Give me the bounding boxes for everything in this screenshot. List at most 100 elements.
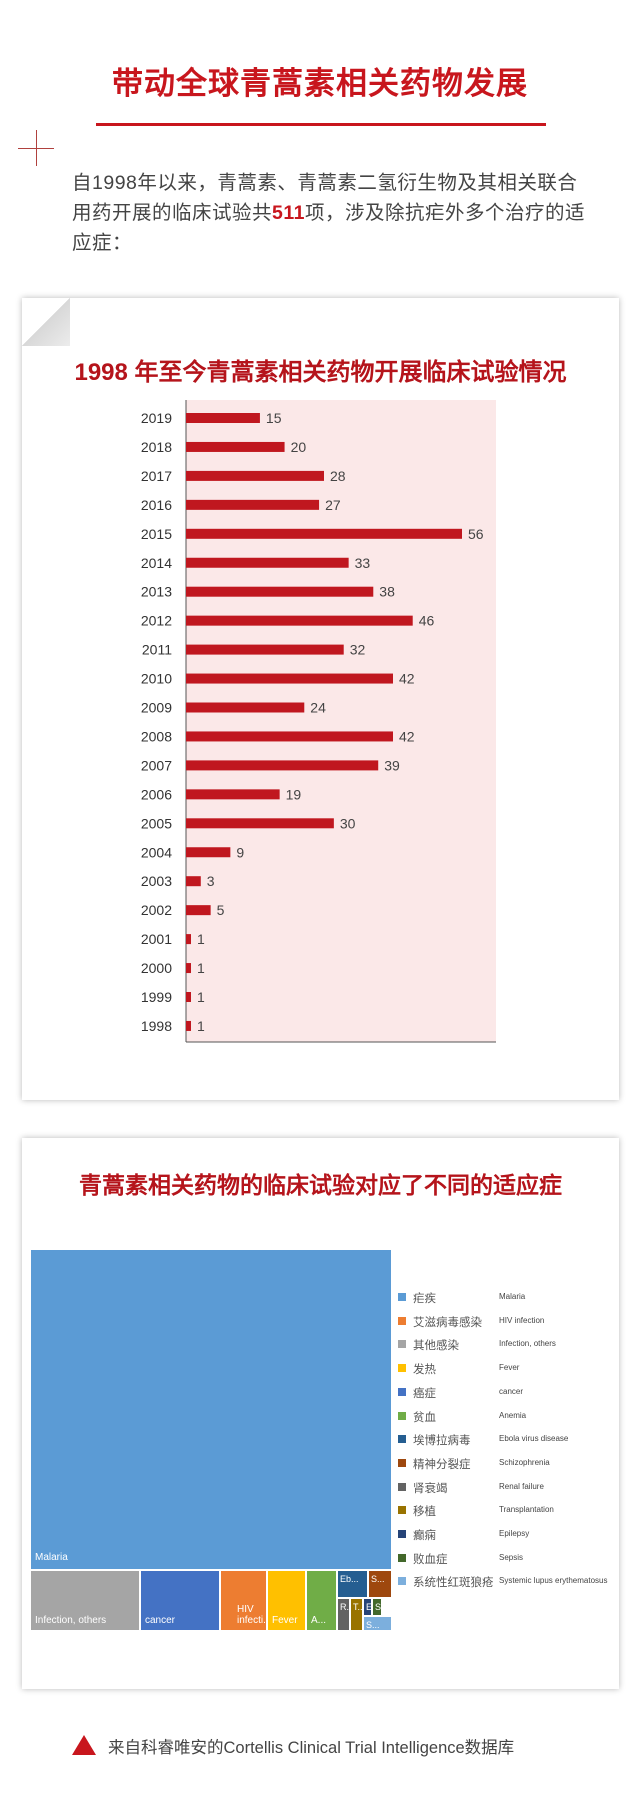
data-label-2015: 56 (468, 526, 484, 542)
legend-swatch (398, 1364, 406, 1373)
legend-swatch (398, 1340, 406, 1349)
y-tick-label: 2012 (141, 613, 172, 629)
bar-2003 (186, 876, 201, 887)
title-underline (96, 123, 546, 126)
chart1-title: 1998 年至今青蒿素相关药物开展临床试验情况 (74, 359, 567, 386)
legend-label-en: Malaria (499, 1292, 526, 1301)
bar-2016 (186, 499, 320, 510)
page-curl-decoration (22, 298, 70, 346)
legend-label-zh: 癌症 (413, 1387, 436, 1400)
data-label-2008: 42 (399, 728, 415, 744)
legend-label-zh: 移植 (413, 1506, 436, 1519)
y-tick-label: 2003 (141, 873, 172, 889)
treemap-tile-label: Eb... (340, 1574, 359, 1584)
bar-2008 (186, 731, 393, 742)
treemap-tile-hiv-infection: HIV infecti... (220, 1570, 267, 1631)
legend-swatch (398, 1577, 406, 1586)
data-label-2017: 28 (330, 468, 346, 484)
treemap-tile-sepsis: S (372, 1598, 382, 1616)
y-tick-label: 1998 (141, 1018, 172, 1034)
y-tick-label: 2004 (141, 844, 172, 860)
treemap-tile-label: cancer (145, 1615, 176, 1626)
data-label-2007: 39 (384, 757, 400, 773)
legend-label-en: Anemia (499, 1410, 527, 1420)
bar-1999 (186, 992, 191, 1002)
treemap-tile-renal-failure: R... (337, 1598, 350, 1631)
indications-treemap: Malaria Infection, others cancer HIV infect… (30, 1249, 392, 1631)
legend-label-zh: 精神分裂症 (413, 1458, 471, 1471)
data-label-1998: 1 (197, 1018, 205, 1034)
bar-2005 (186, 818, 334, 829)
legend-label-zh: 败血症 (413, 1553, 448, 1566)
legend-label-zh: 肾衰竭 (413, 1482, 448, 1495)
data-label-2009: 24 (310, 700, 326, 716)
treemap-tile-ebola-virus-disease: Eb... (337, 1570, 368, 1598)
legend-label-en: Systemic lupus erythematosus (499, 1576, 608, 1586)
legend-label-zh: 发热 (413, 1364, 436, 1377)
legend-swatch (398, 1458, 406, 1467)
intro-suffix: 项，涉及除抗疟外多个治疗的适应症： (72, 202, 585, 254)
bar-2007 (186, 760, 379, 771)
y-tick-label: 2013 (141, 584, 172, 600)
y-tick-label: 2001 (141, 931, 172, 947)
bar-2012 (186, 615, 413, 626)
legend-label-en: Fever (499, 1363, 520, 1373)
legend-label-en: Renal failure (499, 1481, 544, 1491)
legend-label-zh: 贫血 (413, 1411, 436, 1424)
legend-swatch (398, 1553, 406, 1562)
bar-2011 (186, 644, 344, 655)
legend-swatch (398, 1387, 406, 1396)
chart2-title: 青蒿素相关药物的临床试验对应了不同的适应症 (79, 1172, 562, 1198)
data-label-2014: 33 (355, 555, 371, 571)
y-tick-label: 2007 (141, 757, 172, 773)
treemap-tile-label: S (375, 1602, 382, 1612)
bar-2019 (186, 413, 260, 423)
treemap-tile-schizophrenia: S... (368, 1570, 392, 1598)
bar-2009 (186, 702, 305, 713)
legend-label-en: Ebola virus disease (499, 1434, 569, 1444)
data-label-2006: 19 (286, 786, 302, 802)
bar-2013 (186, 586, 374, 597)
treemap-tile-infection-others: Infection, others (30, 1570, 140, 1631)
data-label-1999: 1 (197, 989, 205, 1005)
legend-label-en: Transplantation (499, 1505, 554, 1515)
y-tick-label: 2006 (141, 786, 172, 802)
treemap-tile-label: A... (311, 1615, 327, 1626)
y-tick-label: 2017 (141, 468, 172, 484)
treemap-tile-label: S... (366, 1620, 380, 1630)
treemap-tile-label: E (366, 1602, 372, 1612)
plot-background (186, 400, 496, 1042)
bar-2002 (186, 905, 211, 916)
data-label-2003: 3 (207, 873, 215, 889)
y-tick-label: 2018 (141, 439, 172, 455)
bar-2004 (186, 847, 231, 858)
bar-2006 (186, 789, 280, 800)
treemap-tile-systemic-lupus-erythematosus: S... (363, 1616, 392, 1631)
data-label-2011: 32 (350, 642, 366, 658)
legend-label-en: cancer (499, 1386, 524, 1396)
data-label-2000: 1 (197, 960, 205, 976)
legend-swatch (398, 1530, 406, 1538)
treemap-tile-malaria: Malaria (30, 1249, 392, 1570)
data-label-2002: 5 (217, 902, 225, 918)
intro-number: 511 (272, 202, 305, 224)
y-tick-label: 2009 (141, 700, 172, 716)
y-tick-label: 2019 (141, 410, 172, 426)
data-label-2013: 38 (379, 584, 395, 600)
treemap-tile-label: HIV infecti... (237, 1604, 266, 1626)
data-label-2018: 20 (291, 439, 307, 455)
y-tick-label: 2002 (141, 902, 172, 918)
bar-2014 (186, 557, 349, 568)
y-tick-label: 2015 (141, 526, 172, 542)
treemap-tile-epilepsy: E (363, 1598, 372, 1616)
treemap-tile-label: Malaria (35, 1552, 68, 1563)
y-tick-label: 1999 (141, 989, 172, 1005)
legend-swatch (398, 1435, 406, 1444)
data-label-2019: 15 (266, 410, 282, 426)
legend-swatch (398, 1316, 406, 1325)
treemap-tile-cancer: cancer (140, 1570, 220, 1631)
bar-2015 (186, 528, 462, 539)
legend-swatch (398, 1482, 406, 1491)
y-tick-label: 2008 (141, 728, 172, 744)
